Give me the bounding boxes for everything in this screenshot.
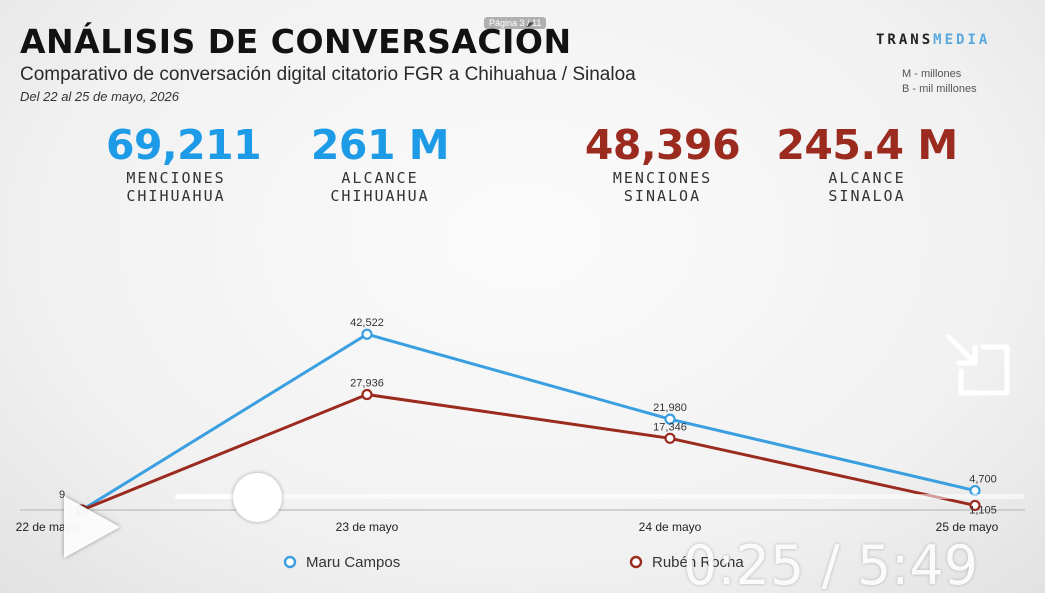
- units-legend: M - millones B - mil millones: [902, 67, 977, 97]
- kpi-label-line1: MENCIONES: [612, 169, 713, 187]
- data-point: [361, 388, 373, 401]
- legend-label: Rubén Rocha: [652, 554, 744, 571]
- kpi-label-line1: ALCANCE: [341, 169, 419, 187]
- kpi-label-line2: CHIHUAHUA: [330, 187, 430, 205]
- play-button[interactable]: [64, 496, 120, 558]
- x-tick-label: 22 de mayo: [16, 520, 79, 534]
- legend-marker: [283, 555, 297, 569]
- video-progress-bar[interactable]: [175, 494, 1025, 499]
- kpi-menciones-sinaloa: 48,396 MENCIONES SINALOA: [580, 122, 745, 204]
- kpi-label-line1: ALCANCE: [828, 169, 906, 187]
- exit-fullscreen-icon[interactable]: [945, 333, 1015, 399]
- data-label: 4,700: [969, 474, 997, 486]
- kpi-value: 245.4 M: [776, 121, 958, 169]
- kpi-label-line2: SINALOA: [623, 187, 702, 205]
- video-progress-fill: [175, 494, 235, 499]
- units-legend-billions: B - mil millones: [902, 83, 977, 95]
- date-range: Del 22 al 25 de mayo, 2026: [20, 89, 179, 104]
- video-scrubber-handle[interactable]: [233, 473, 282, 522]
- brand-text-part2: MEDIA: [933, 32, 991, 48]
- data-point: [969, 499, 981, 512]
- units-legend-millions: M - millones: [902, 68, 962, 80]
- kpi-label-line2: CHIHUAHUA: [126, 187, 226, 205]
- data-label: 27,936: [350, 378, 384, 390]
- data-label: 9: [59, 489, 65, 501]
- legend-label: Maru Campos: [306, 554, 400, 571]
- kpi-label-line2: SINALOA: [828, 187, 906, 205]
- kpi-menciones-chihuahua: 69,211 MENCIONES CHIHUAHUA: [106, 121, 262, 205]
- brand-text-part1: TRANS: [876, 32, 934, 48]
- data-point: [664, 432, 676, 444]
- data-label: 17,346: [653, 421, 687, 433]
- data-label: 21,980: [653, 402, 687, 414]
- kpi-label-line1: MENCIONES: [126, 169, 226, 187]
- slide-title: ANÁLISIS DE CONVERSACIÓN: [20, 22, 572, 61]
- kpi-value: 69,211: [106, 121, 262, 169]
- data-label: 42,522: [350, 317, 384, 329]
- series-line-1: [81, 393, 976, 512]
- data-point: [361, 328, 373, 340]
- transmedia-logo: TRANSMEDIA: [876, 32, 990, 48]
- kpi-alcance-sinaloa: 245.4 M ALCANCE SINALOA: [772, 122, 962, 204]
- x-tick-label: 24 de mayo: [639, 520, 702, 534]
- kpi-value: 48,396: [584, 121, 741, 169]
- legend-marker: [629, 555, 643, 569]
- x-tick-label: 23 de mayo: [336, 520, 399, 534]
- kpi-value: 261 M: [310, 121, 450, 169]
- data-point: [664, 413, 676, 425]
- slide-subtitle: Comparativo de conversación digital cita…: [20, 64, 636, 85]
- data-label: 1,105: [969, 504, 997, 516]
- series-line-0: [81, 332, 976, 512]
- x-tick-label: 25 de mayo: [936, 520, 999, 534]
- kpi-alcance-chihuahua: 261 M ALCANCE CHIHUAHUA: [305, 122, 455, 204]
